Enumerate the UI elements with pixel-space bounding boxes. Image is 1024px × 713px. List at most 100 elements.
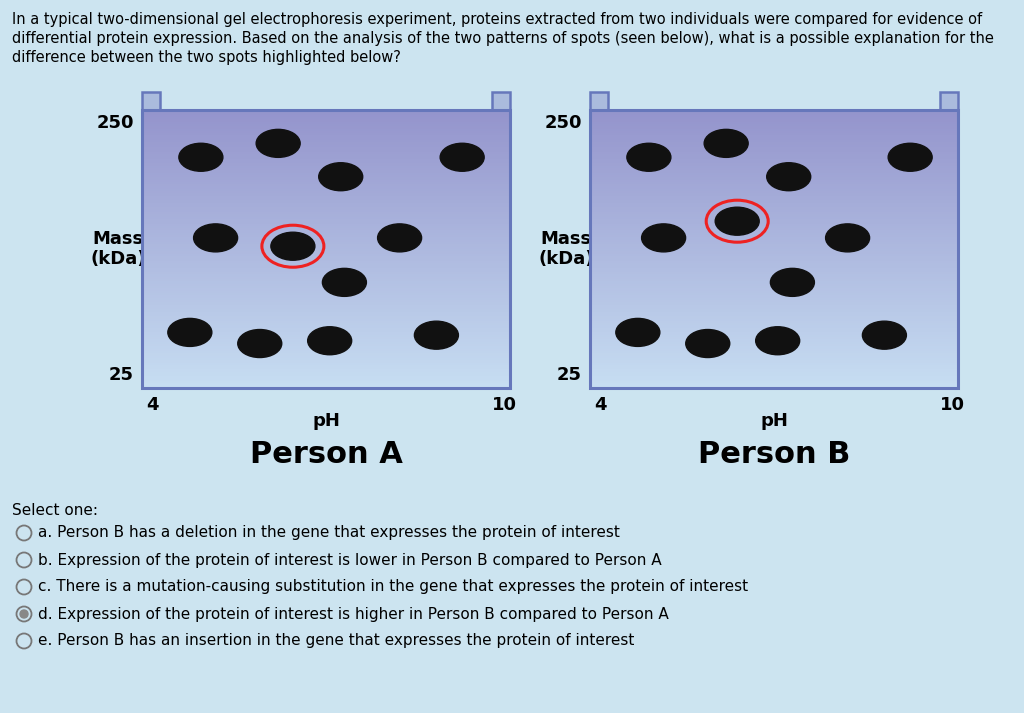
Bar — [590, 251, 958, 255]
Bar — [142, 237, 510, 241]
Bar — [590, 277, 958, 280]
Bar — [590, 334, 958, 338]
Bar — [142, 334, 510, 338]
Bar — [142, 161, 510, 164]
Bar — [590, 337, 958, 340]
Bar — [590, 117, 958, 120]
Bar — [142, 191, 510, 195]
Bar — [590, 379, 958, 382]
Bar — [142, 351, 510, 354]
Bar — [142, 300, 510, 303]
Bar — [142, 180, 510, 183]
Bar — [590, 321, 958, 324]
Text: pH: pH — [312, 412, 340, 430]
Bar — [142, 135, 510, 139]
Bar — [590, 351, 958, 354]
Bar — [590, 198, 958, 201]
Bar — [142, 325, 510, 329]
Text: Select one:: Select one: — [12, 503, 98, 518]
Bar — [142, 316, 510, 319]
Bar — [590, 232, 958, 236]
Text: Mass
(kDa): Mass (kDa) — [538, 230, 594, 268]
Bar — [590, 297, 958, 301]
Bar — [590, 360, 958, 364]
Bar — [142, 249, 510, 252]
Bar — [590, 349, 958, 352]
Bar — [142, 150, 510, 153]
Bar — [590, 223, 958, 227]
Bar — [590, 249, 958, 252]
Bar — [590, 260, 958, 264]
Ellipse shape — [756, 327, 800, 355]
Bar — [142, 369, 510, 373]
Bar — [492, 92, 510, 110]
Bar — [590, 376, 958, 380]
Text: difference between the two spots highlighted below?: difference between the two spots highlig… — [12, 50, 400, 65]
Bar — [590, 173, 958, 176]
Bar — [142, 251, 510, 255]
Bar — [590, 210, 958, 213]
Bar — [590, 384, 958, 386]
Bar — [142, 159, 510, 162]
Bar — [142, 314, 510, 317]
Bar — [142, 282, 510, 284]
Text: 4: 4 — [594, 396, 606, 414]
Bar — [590, 170, 958, 173]
Bar — [142, 152, 510, 155]
Bar — [142, 175, 510, 178]
Text: c. There is a mutation-causing substitution in the gene that expresses the prote: c. There is a mutation-causing substitut… — [38, 580, 749, 595]
Bar — [590, 143, 958, 145]
Bar — [590, 270, 958, 273]
Bar — [142, 371, 510, 375]
Bar — [590, 247, 958, 250]
Bar — [590, 178, 958, 180]
Bar — [590, 161, 958, 164]
Bar — [590, 138, 958, 141]
Bar — [142, 189, 510, 192]
Bar — [142, 182, 510, 185]
Text: 250: 250 — [545, 114, 582, 132]
Bar — [590, 163, 958, 167]
Text: Mass
(kDa): Mass (kDa) — [90, 230, 145, 268]
Bar — [142, 184, 510, 188]
Bar — [142, 319, 510, 322]
Ellipse shape — [770, 268, 814, 297]
Bar — [590, 205, 958, 208]
Bar — [590, 258, 958, 262]
Bar — [590, 314, 958, 317]
Bar — [142, 260, 510, 264]
Bar — [590, 302, 958, 306]
Bar — [590, 279, 958, 282]
Bar — [142, 381, 510, 384]
Bar — [142, 288, 510, 292]
Ellipse shape — [238, 329, 282, 357]
Bar — [142, 272, 510, 275]
Bar — [590, 133, 958, 136]
Bar — [590, 358, 958, 361]
Bar — [142, 140, 510, 143]
Bar — [590, 265, 958, 269]
Bar — [142, 207, 510, 210]
Bar — [142, 131, 510, 134]
Bar — [142, 163, 510, 167]
Ellipse shape — [715, 207, 759, 235]
Bar — [590, 362, 958, 366]
Bar — [142, 279, 510, 282]
Bar — [142, 362, 510, 366]
Bar — [142, 221, 510, 225]
Bar — [142, 297, 510, 301]
Bar — [590, 371, 958, 375]
Bar — [590, 126, 958, 130]
Circle shape — [20, 610, 28, 618]
Bar — [590, 284, 958, 287]
Bar — [142, 360, 510, 364]
Bar — [590, 195, 958, 199]
Bar — [142, 349, 510, 352]
Bar — [142, 332, 510, 336]
Text: a. Person B has a deletion in the gene that expresses the protein of interest: a. Person B has a deletion in the gene t… — [38, 525, 620, 540]
Bar — [590, 168, 958, 171]
Bar — [142, 200, 510, 204]
Bar — [590, 202, 958, 206]
Bar — [142, 258, 510, 262]
Ellipse shape — [767, 163, 811, 190]
